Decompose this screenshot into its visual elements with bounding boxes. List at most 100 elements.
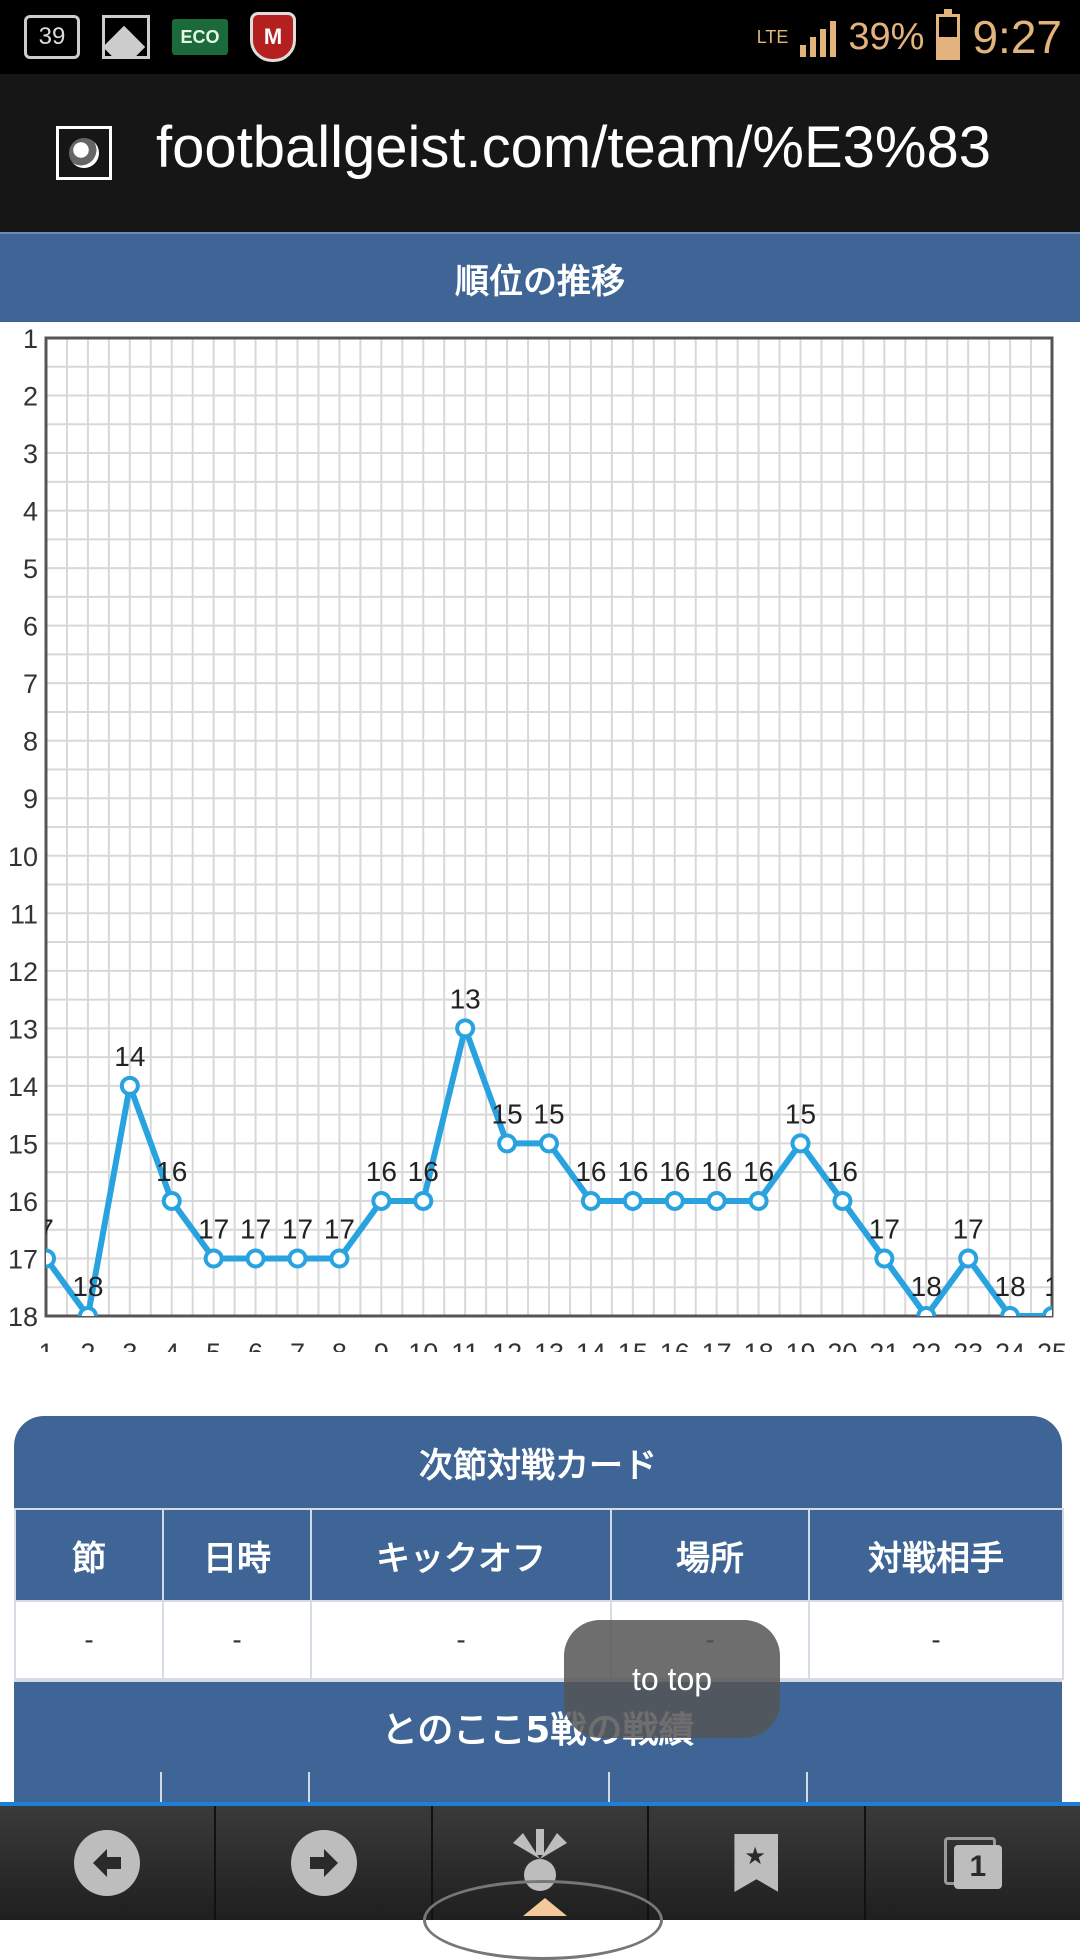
data-label: 7	[38, 1213, 54, 1244]
x-tick-label: 21	[869, 1338, 899, 1352]
data-point	[706, 1190, 727, 1211]
battery-icon	[936, 9, 961, 60]
data-point	[77, 1306, 98, 1316]
data-point	[874, 1248, 895, 1269]
menu-button[interactable]	[422, 1806, 663, 1960]
forward-arrow-icon	[290, 1830, 357, 1896]
data-label: 16	[617, 1156, 648, 1187]
x-tick-label: 20	[827, 1338, 857, 1352]
next-match-header-row: 節 日時 キックオフ 場所 対戦相手	[14, 1508, 1064, 1602]
y-tick-label: 10	[8, 842, 38, 872]
data-label: 16	[827, 1156, 858, 1187]
signal-strength-icon	[800, 17, 837, 57]
data-label: 16	[659, 1156, 690, 1187]
notification-count-icon: 39	[24, 15, 80, 59]
x-tick-label: 16	[660, 1338, 690, 1352]
data-label: 18	[72, 1271, 103, 1302]
x-tick-label: 19	[785, 1338, 815, 1352]
menu-arc	[422, 1880, 663, 1960]
x-tick-label: 5	[206, 1338, 221, 1352]
rank-trend-title: 順位の推移	[0, 232, 1080, 322]
chart-grid	[45, 337, 1053, 1317]
recent-results-header-row	[14, 1772, 1062, 1802]
data-point	[371, 1190, 392, 1211]
url-text[interactable]: footballgeist.com/team/%E3%83	[156, 115, 991, 180]
x-tick-label: 2	[80, 1338, 95, 1352]
chart-axes: 1234567891011121314151617181234567891011…	[8, 324, 1067, 1352]
x-tick-label: 14	[576, 1338, 606, 1352]
y-tick-label: 1	[23, 324, 38, 354]
y-tick-label: 16	[8, 1187, 38, 1217]
header-date: 日時	[162, 1508, 312, 1602]
x-tick-label: 13	[534, 1338, 564, 1352]
data-label: 1	[1044, 1271, 1060, 1302]
data-label: 18	[911, 1271, 942, 1302]
status-right-icons: LTE 39% 9:27	[757, 6, 1062, 68]
data-point	[245, 1248, 266, 1269]
data-point	[958, 1248, 979, 1269]
data-point	[916, 1306, 937, 1316]
data-point	[1000, 1306, 1021, 1316]
data-point	[748, 1190, 769, 1211]
data-point	[413, 1190, 434, 1211]
x-tick-label: 24	[995, 1338, 1025, 1352]
data-point	[119, 1075, 140, 1096]
x-tick-label: 10	[408, 1338, 438, 1352]
data-point	[539, 1133, 559, 1154]
next-match-card: 次節対戦カード 節 日時 キックオフ 場所 対戦相手 - - - - -	[14, 1416, 1064, 1680]
data-point	[790, 1133, 811, 1154]
y-tick-label: 9	[23, 784, 38, 814]
to-top-button[interactable]: to top	[564, 1620, 780, 1738]
table-row: - - - - -	[14, 1600, 1064, 1680]
cell-opponent: -	[808, 1600, 1064, 1680]
data-point	[46, 1248, 56, 1269]
cell-round: -	[14, 1600, 164, 1680]
chart-series	[46, 1018, 1052, 1316]
x-tick-label: 7	[290, 1338, 305, 1352]
recent-results-title: とのここ5戦の戦績	[14, 1680, 1062, 1772]
x-tick-label: 23	[953, 1338, 983, 1352]
tabs-button[interactable]: 1	[866, 1806, 1080, 1920]
y-tick-label: 13	[8, 1014, 38, 1044]
data-label: 18	[995, 1271, 1026, 1302]
network-type: LTE	[756, 27, 789, 47]
data-label: 16	[743, 1156, 774, 1187]
url-bar[interactable]: footballgeist.com/team/%E3%83	[0, 74, 1080, 232]
data-label: 15	[533, 1098, 564, 1129]
data-point	[161, 1190, 182, 1211]
y-tick-label: 15	[8, 1129, 38, 1159]
tabs-icon: 1	[943, 1837, 1002, 1889]
y-tick-label: 18	[8, 1302, 38, 1332]
data-point	[455, 1018, 476, 1039]
data-label: 17	[324, 1213, 355, 1244]
gallery-icon	[102, 15, 150, 59]
y-tick-label: 6	[23, 612, 38, 642]
eco-icon: ECO	[172, 19, 228, 55]
forward-button[interactable]	[216, 1806, 433, 1920]
data-label: 17	[198, 1213, 229, 1244]
bookmark-button[interactable]: ★	[649, 1806, 866, 1920]
data-point	[287, 1248, 308, 1269]
status-left-icons: 39 ECO M	[24, 10, 296, 64]
data-point	[580, 1190, 601, 1211]
header-kickoff: キックオフ	[310, 1508, 612, 1602]
header-opponent: 対戦相手	[808, 1508, 1064, 1602]
bookmark-icon: ★	[734, 1834, 779, 1892]
data-point	[832, 1190, 853, 1211]
battery-percent: 39%	[848, 15, 925, 58]
data-label: 17	[953, 1213, 984, 1244]
data-point	[1042, 1306, 1052, 1316]
data-label: 16	[156, 1156, 187, 1187]
data-label: 15	[785, 1098, 816, 1129]
rank-trend-chart: 1234567891011121314151617181234567891011…	[8, 324, 1067, 1352]
back-button[interactable]	[0, 1806, 217, 1920]
data-point	[329, 1248, 350, 1269]
plot-frame	[44, 336, 1054, 1318]
data-label: 17	[869, 1213, 900, 1244]
x-tick-label: 25	[1037, 1338, 1067, 1352]
y-tick-label: 17	[8, 1244, 38, 1274]
y-tick-label: 14	[8, 1072, 38, 1102]
next-match-table: 節 日時 キックオフ 場所 対戦相手 - - - - -	[14, 1508, 1064, 1680]
x-tick-label: 1	[38, 1338, 53, 1352]
x-tick-label: 11	[451, 1338, 479, 1352]
